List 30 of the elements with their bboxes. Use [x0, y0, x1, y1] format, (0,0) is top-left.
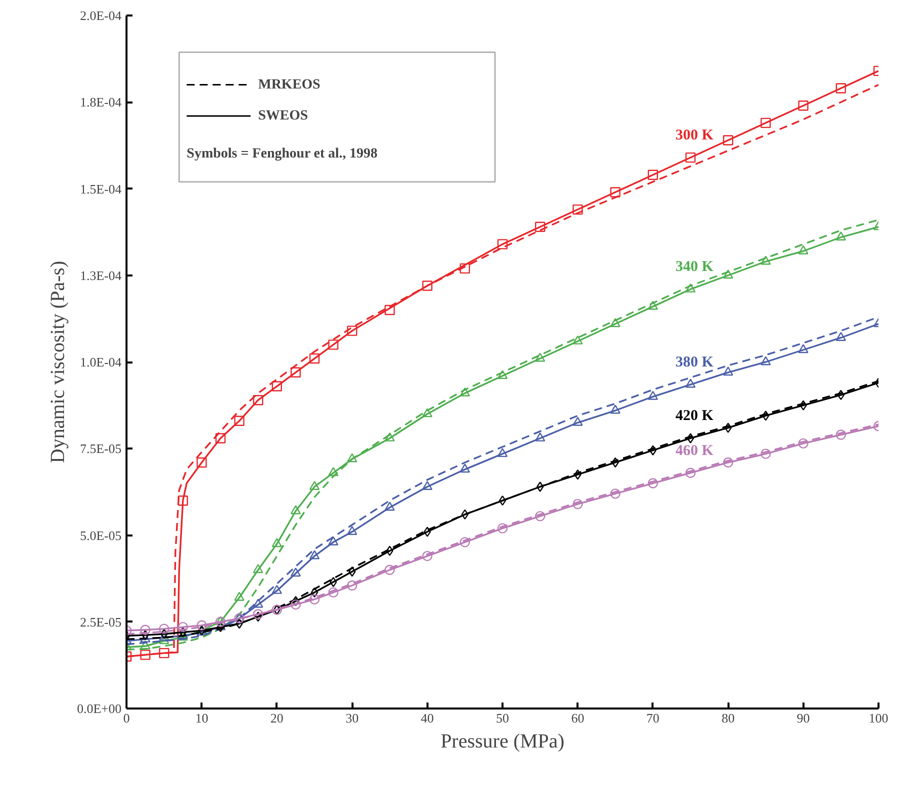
y-tick-label: 1.3E-04 — [80, 268, 122, 283]
x-tick-label: 100 — [868, 710, 888, 726]
x-tick-label: 90 — [796, 710, 810, 726]
x-tick-label: 0 — [123, 710, 130, 726]
x-tick-label: 10 — [195, 710, 208, 726]
series-label: 420 K — [676, 408, 714, 424]
y-tick-label: 2.0E-04 — [80, 8, 122, 23]
x-tick-label: 50 — [496, 710, 509, 726]
x-axis-title: Pressure (MPa) — [440, 730, 564, 752]
annotation: SWEOS — [258, 108, 308, 124]
y-tick-label: 1.5E-04 — [80, 181, 122, 196]
y-tick-label: 1.0E-04 — [80, 354, 122, 370]
x-tick-label: 40 — [420, 710, 434, 726]
y-tick-label: 0.0E+00 — [76, 701, 122, 716]
y-tick-label: 2.5E-05 — [80, 614, 122, 630]
y-tick-label: 1.8E-04 — [80, 94, 122, 110]
y-axis-title: Dynamic viscosity (Pa-s) — [46, 260, 69, 464]
series-label: 300 K — [676, 128, 714, 144]
annotation: MRKEOS — [258, 77, 321, 92]
x-tick-label: 30 — [346, 710, 359, 726]
y-tick-label: 5.0E-05 — [80, 528, 122, 543]
x-tick-label: 70 — [646, 710, 660, 726]
x-tick-label: 20 — [270, 710, 284, 726]
series-label: 380 K — [676, 354, 714, 371]
annotation: Symbols = Fenghour et al., 1998 — [186, 146, 378, 162]
x-tick-label: 80 — [722, 710, 735, 726]
x-tick-label: 60 — [571, 710, 584, 726]
y-tick-label: 7.5E-05 — [80, 441, 122, 456]
series-label: 340 K — [676, 259, 714, 276]
series-label: 460 K — [676, 442, 714, 459]
